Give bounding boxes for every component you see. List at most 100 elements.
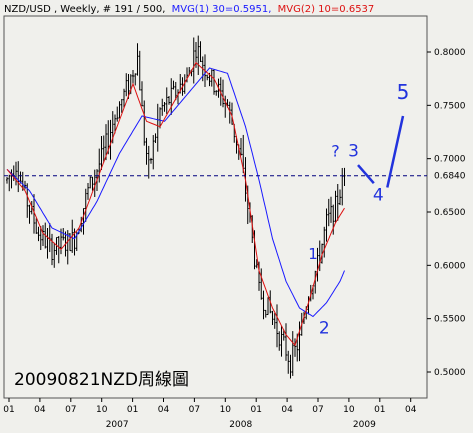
x-tick-label: 10 xyxy=(96,405,108,415)
price-bar xyxy=(105,124,107,161)
price-bar xyxy=(46,228,49,259)
price-bar xyxy=(336,184,339,221)
price-bar xyxy=(37,226,40,242)
price-bar xyxy=(150,157,152,164)
price-bar xyxy=(80,216,83,233)
ma2-line xyxy=(6,61,345,347)
price-bar xyxy=(102,135,105,163)
price-bar xyxy=(215,90,218,96)
x-tick-label: 07 xyxy=(312,405,323,415)
x-tick-label: 10 xyxy=(220,405,232,415)
price-bar xyxy=(33,194,35,234)
wave-label: 3 xyxy=(348,142,359,162)
x-tick-label: 01 xyxy=(127,405,138,415)
header-ma1: MVG(1) 30=0.5951, xyxy=(172,4,272,15)
price-bar xyxy=(120,98,123,113)
price-bar xyxy=(125,73,128,97)
price-bar xyxy=(62,228,65,241)
header-ma2: MVG(2) 10=0.6537 xyxy=(278,4,375,15)
price-bar xyxy=(39,226,42,251)
wave-label: 4 xyxy=(373,185,384,205)
price-bar xyxy=(147,145,150,179)
price-bar xyxy=(42,225,44,246)
price-bar xyxy=(35,218,38,234)
y-tick-label: 0.8000 xyxy=(434,48,466,58)
price-bar xyxy=(57,236,60,264)
price-bar xyxy=(314,270,317,294)
price-bar xyxy=(48,223,51,253)
price-bar xyxy=(10,169,13,189)
price-bar xyxy=(168,96,170,105)
x-tick-label: 04 xyxy=(281,405,293,415)
price-bar xyxy=(123,88,125,108)
price-bar xyxy=(278,331,281,351)
price-bar xyxy=(197,35,200,75)
price-bar xyxy=(170,78,173,115)
price-bar xyxy=(109,119,112,160)
price-bar xyxy=(136,43,139,76)
y-tick-label: 0.6000 xyxy=(434,261,466,271)
price-bar xyxy=(341,167,344,206)
price-bar xyxy=(264,309,267,318)
price-bar xyxy=(325,208,328,242)
price-bar xyxy=(334,190,337,223)
y-tick-label: 0.7000 xyxy=(434,155,466,165)
price-bar xyxy=(145,137,148,165)
price-bar xyxy=(298,321,301,362)
price-bar xyxy=(199,41,202,62)
y-tick-label: 0.6500 xyxy=(434,208,466,218)
price-bar xyxy=(28,204,31,224)
price-bar xyxy=(100,135,103,171)
price-bar xyxy=(206,74,209,81)
price-bar xyxy=(51,233,53,266)
x-year-label: 2009 xyxy=(353,420,376,430)
ma1-line xyxy=(6,67,345,318)
y-tick-label: 0.5000 xyxy=(434,368,466,378)
price-bar xyxy=(114,114,116,134)
price-bar xyxy=(339,189,341,205)
y-tick-label: 0.5500 xyxy=(434,315,466,325)
price-bar xyxy=(93,169,96,198)
price-bar xyxy=(280,325,283,357)
price-bar xyxy=(89,176,92,189)
price-bar xyxy=(107,120,110,155)
price-bar xyxy=(91,176,94,191)
x-tick-label: 01 xyxy=(374,405,385,415)
chart-caption: 20090821NZD周線圖 xyxy=(14,370,189,390)
x-tick-label: 07 xyxy=(65,405,76,415)
price-bar xyxy=(154,133,157,144)
price-bar xyxy=(255,259,258,269)
wave-label: 1 xyxy=(308,245,318,263)
price-bar xyxy=(285,323,287,361)
price-bar xyxy=(161,98,164,116)
price-bar xyxy=(174,81,177,101)
wave-projection-line xyxy=(386,115,405,188)
wave-label: 5 xyxy=(397,80,410,104)
price-bar xyxy=(330,196,332,223)
price-bar xyxy=(287,350,290,374)
price-bar xyxy=(163,101,166,112)
price-bar xyxy=(323,226,326,258)
price-bar xyxy=(262,290,265,320)
x-axis: 01 04 07 10 01 04 07 10 01 04 07 10 01 04 2007 2008 2009… xyxy=(3,398,417,430)
price-bar xyxy=(276,304,278,348)
price-bar xyxy=(294,338,296,357)
price-bar xyxy=(132,69,134,84)
y-tick-label: 0.7500 xyxy=(434,101,466,111)
price-bar xyxy=(24,180,26,190)
price-bar xyxy=(228,101,231,124)
header-symbol: NZD/USD , Weekly, # 191 / 500, xyxy=(4,4,165,15)
price-bar xyxy=(165,87,168,114)
price-bar xyxy=(271,310,274,326)
price-bar xyxy=(53,242,56,268)
x-tick-label: 01 xyxy=(250,405,261,415)
price-bar xyxy=(273,312,276,329)
price-bar xyxy=(87,182,89,200)
x-tick-label: 04 xyxy=(34,405,46,415)
price-bar xyxy=(152,135,155,170)
price-bar xyxy=(8,174,11,192)
price-bar xyxy=(82,207,85,235)
price-bar xyxy=(332,204,335,235)
